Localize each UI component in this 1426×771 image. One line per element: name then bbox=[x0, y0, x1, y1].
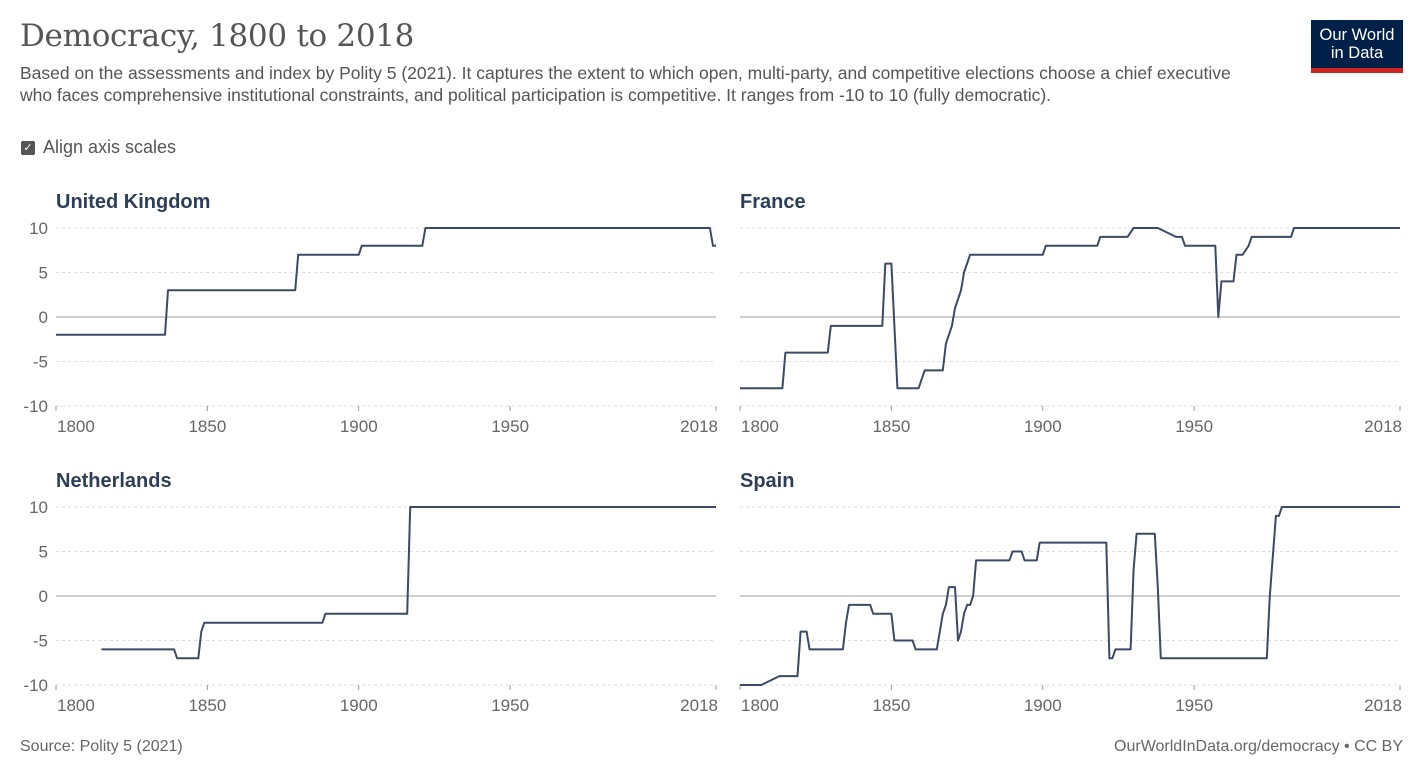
x-tick-label: 1800 bbox=[741, 696, 779, 715]
y-tick-label: 10 bbox=[29, 219, 48, 238]
align-axis-toggle[interactable]: ✓ Align axis scales bbox=[20, 137, 176, 158]
logo-line-1: Our World bbox=[1319, 26, 1395, 44]
y-tick-label: -5 bbox=[33, 353, 48, 372]
x-tick-label: 2018 bbox=[1364, 696, 1402, 715]
x-tick-label: 1900 bbox=[340, 696, 378, 715]
x-tick-label: 1850 bbox=[872, 417, 910, 436]
x-tick-label: 1950 bbox=[491, 417, 529, 436]
y-tick-label: -10 bbox=[23, 397, 48, 416]
series-line[interactable] bbox=[740, 506, 1400, 686]
owid-logo[interactable]: Our World in Data bbox=[1311, 20, 1403, 73]
x-tick-label: 2018 bbox=[680, 417, 718, 436]
panel-title: Netherlands bbox=[56, 470, 172, 492]
panel-united-kingdom: United Kingdom 10 5 0 -5 -10 1800 1850 1900 1950 2… bbox=[23, 191, 718, 436]
x-tick-label: 1950 bbox=[1175, 696, 1213, 715]
y-tick-label: -5 bbox=[33, 632, 48, 651]
footer-link[interactable]: OurWorldInData.org/democracy • CC BY bbox=[1114, 738, 1403, 755]
panel-spain: Spain 1800 1850 1900 1950 2018 bbox=[739, 470, 1402, 715]
y-tick-label: 5 bbox=[39, 543, 48, 562]
logo-red-bar bbox=[1311, 68, 1403, 73]
panel-netherlands: Netherlands 10 5 0 -5 -10 1800 1850 1900 1950 2018 bbox=[23, 470, 718, 715]
x-tick-label: 1950 bbox=[491, 696, 529, 715]
x-tick-label: 1850 bbox=[188, 417, 226, 436]
x-tick-label: 1950 bbox=[1175, 417, 1213, 436]
x-tick-label: 1800 bbox=[741, 417, 779, 436]
x-tick-label: 1900 bbox=[1024, 696, 1062, 715]
panel-title: Spain bbox=[740, 470, 794, 492]
x-tick-label: 1900 bbox=[1024, 417, 1062, 436]
panel-france: France 1800 1850 1900 1950 2018 bbox=[739, 191, 1402, 436]
y-tick-label: -10 bbox=[23, 676, 48, 695]
y-tick-label: 0 bbox=[39, 587, 48, 606]
align-axis-label: Align axis scales bbox=[43, 137, 177, 157]
y-tick-label: 5 bbox=[39, 264, 48, 283]
series-line[interactable] bbox=[740, 227, 1400, 390]
panel-title: France bbox=[740, 191, 806, 213]
x-tick-label: 2018 bbox=[1364, 417, 1402, 436]
checkbox-checked-icon[interactable]: ✓ bbox=[21, 140, 35, 155]
chart-subtitle: Based on the assessments and index by Po… bbox=[20, 63, 1231, 105]
series-line[interactable] bbox=[56, 227, 716, 336]
x-tick-label: 1850 bbox=[188, 696, 226, 715]
x-tick-label: 1800 bbox=[57, 696, 95, 715]
chart-title: Democracy, 1800 to 2018 bbox=[20, 18, 415, 54]
x-tick-label: 1800 bbox=[57, 417, 95, 436]
x-tick-label: 1900 bbox=[340, 417, 378, 436]
source-note: Source: Polity 5 (2021) bbox=[20, 738, 183, 755]
x-tick-label: 2018 bbox=[680, 696, 718, 715]
y-tick-label: 10 bbox=[29, 498, 48, 517]
series-line[interactable] bbox=[101, 506, 716, 660]
y-tick-label: 0 bbox=[39, 308, 48, 327]
panel-title: United Kingdom bbox=[56, 191, 210, 213]
logo-line-2: in Data bbox=[1330, 44, 1384, 62]
x-tick-label: 1850 bbox=[872, 696, 910, 715]
